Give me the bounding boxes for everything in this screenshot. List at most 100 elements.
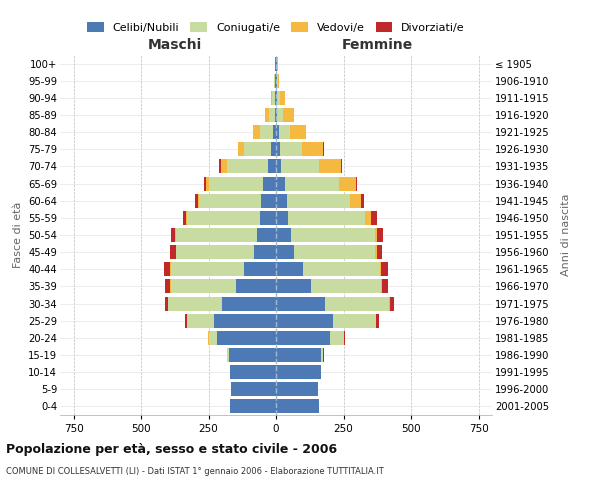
Bar xyxy=(319,160,341,173)
Y-axis label: Anni di nascita: Anni di nascita xyxy=(560,194,571,276)
Bar xyxy=(275,91,276,105)
Bar xyxy=(222,296,276,310)
Bar xyxy=(230,365,276,379)
Bar xyxy=(340,176,356,190)
Bar xyxy=(254,245,276,259)
Y-axis label: Fasce di età: Fasce di età xyxy=(13,202,23,268)
Bar xyxy=(176,245,254,259)
Legend: Celibi/Nubili, Coniugati/e, Vedovi/e, Divorziati/e: Celibi/Nubili, Coniugati/e, Vedovi/e, Di… xyxy=(83,18,469,37)
Bar xyxy=(325,296,389,310)
Bar xyxy=(170,245,176,259)
Bar xyxy=(276,348,320,362)
Bar xyxy=(365,211,371,225)
Bar xyxy=(168,296,222,310)
Bar xyxy=(330,331,343,345)
Bar xyxy=(332,314,376,328)
Bar xyxy=(274,125,276,139)
Bar xyxy=(209,331,217,345)
Bar xyxy=(276,160,281,173)
Bar xyxy=(271,142,276,156)
Bar xyxy=(253,125,260,139)
Bar xyxy=(278,125,290,139)
Bar xyxy=(227,348,229,362)
Bar xyxy=(376,314,379,328)
Bar xyxy=(244,262,276,276)
Bar xyxy=(265,108,269,122)
Bar xyxy=(214,314,276,328)
Bar xyxy=(276,365,320,379)
Bar xyxy=(276,108,277,122)
Bar xyxy=(303,262,380,276)
Bar xyxy=(275,108,276,122)
Bar xyxy=(187,211,260,225)
Bar xyxy=(260,125,274,139)
Bar xyxy=(261,194,276,207)
Bar xyxy=(171,228,175,242)
Bar xyxy=(377,245,382,259)
Bar xyxy=(198,194,199,207)
Bar xyxy=(377,228,383,242)
Bar xyxy=(276,400,319,413)
Bar xyxy=(271,91,272,105)
Bar xyxy=(230,400,276,413)
Bar xyxy=(278,74,279,88)
Bar xyxy=(238,142,244,156)
Bar xyxy=(205,176,206,190)
Text: Popolazione per età, sesso e stato civile - 2006: Popolazione per età, sesso e stato civil… xyxy=(6,442,337,456)
Bar xyxy=(206,176,209,190)
Bar xyxy=(293,245,374,259)
Bar xyxy=(275,74,276,88)
Bar xyxy=(268,160,276,173)
Bar xyxy=(276,91,277,105)
Bar xyxy=(276,314,332,328)
Bar xyxy=(209,176,263,190)
Bar xyxy=(311,280,382,293)
Bar xyxy=(276,194,287,207)
Bar xyxy=(283,108,293,122)
Bar xyxy=(170,262,244,276)
Text: Maschi: Maschi xyxy=(148,38,202,52)
Bar xyxy=(170,280,235,293)
Bar xyxy=(382,262,388,276)
Bar xyxy=(280,142,302,156)
Bar xyxy=(380,262,382,276)
Bar xyxy=(187,314,214,328)
Bar xyxy=(176,228,257,242)
Bar xyxy=(257,228,276,242)
Bar xyxy=(276,211,288,225)
Bar xyxy=(276,296,325,310)
Bar xyxy=(164,262,170,276)
Bar xyxy=(183,211,185,225)
Bar xyxy=(277,91,280,105)
Bar xyxy=(361,194,364,207)
Bar xyxy=(286,176,340,190)
Bar xyxy=(274,74,275,88)
Bar xyxy=(280,91,286,105)
Bar xyxy=(276,331,330,345)
Bar xyxy=(320,348,323,362)
Bar xyxy=(276,280,311,293)
Bar xyxy=(227,160,268,173)
Bar xyxy=(260,211,276,225)
Bar xyxy=(276,176,286,190)
Bar xyxy=(165,296,168,310)
Bar xyxy=(277,74,278,88)
Bar xyxy=(229,348,276,362)
Bar xyxy=(276,382,318,396)
Bar xyxy=(276,245,293,259)
Bar xyxy=(244,142,271,156)
Bar xyxy=(276,262,303,276)
Bar xyxy=(165,280,170,293)
Bar xyxy=(288,211,365,225)
Bar xyxy=(272,91,275,105)
Bar xyxy=(220,160,221,173)
Bar xyxy=(290,125,306,139)
Bar xyxy=(356,176,357,190)
Bar xyxy=(276,142,280,156)
Bar xyxy=(199,194,261,207)
Bar xyxy=(371,211,377,225)
Bar xyxy=(235,280,276,293)
Bar xyxy=(374,228,377,242)
Bar xyxy=(269,108,275,122)
Bar xyxy=(221,160,227,173)
